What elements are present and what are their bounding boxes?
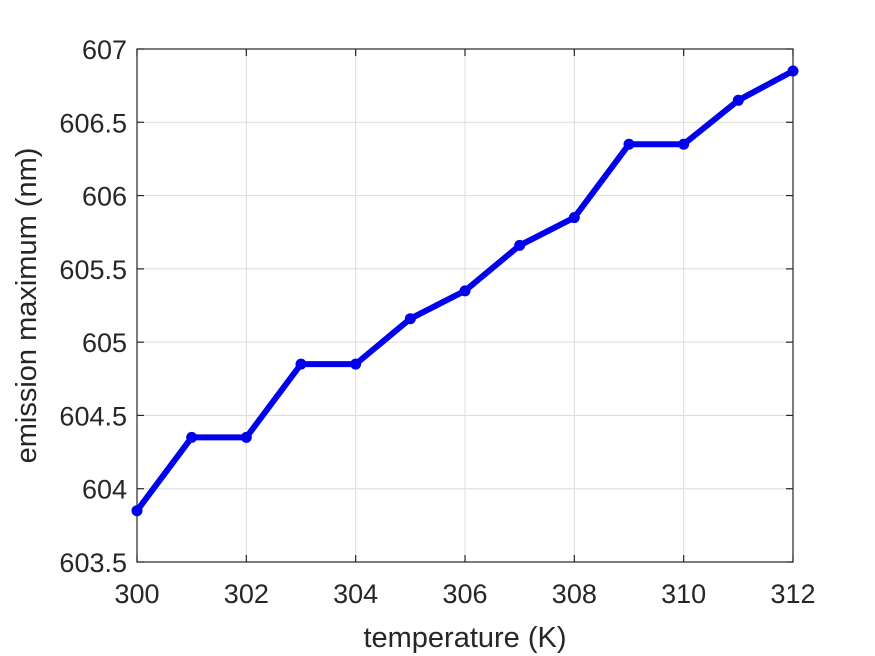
data-point bbox=[459, 285, 471, 297]
data-point bbox=[295, 358, 307, 370]
x-tick-label: 310 bbox=[661, 579, 706, 609]
data-point bbox=[131, 505, 143, 517]
data-point bbox=[514, 239, 526, 251]
x-tick-marks bbox=[136, 49, 794, 562]
y-tick-labels: 603.5 604 604.5 605 605.5 606 606.5 607 bbox=[59, 35, 127, 578]
data-point bbox=[678, 138, 690, 150]
data-point bbox=[350, 358, 362, 370]
data-point bbox=[404, 313, 416, 325]
x-tick-labels: 300 302 304 306 308 310 312 bbox=[114, 579, 815, 609]
x-tick-label: 300 bbox=[114, 579, 159, 609]
data-point bbox=[240, 431, 252, 443]
y-tick-label: 605 bbox=[82, 328, 127, 358]
data-point bbox=[186, 431, 198, 443]
x-gridlines bbox=[245, 49, 685, 562]
data-point bbox=[732, 94, 744, 106]
data-point bbox=[623, 138, 635, 150]
x-tick-label: 312 bbox=[770, 579, 815, 609]
y-gridlines bbox=[137, 121, 793, 490]
data-point bbox=[787, 65, 799, 77]
y-tick-label: 606.5 bbox=[59, 108, 127, 138]
y-tick-label: 605.5 bbox=[59, 255, 127, 285]
y-tick-label: 607 bbox=[82, 35, 127, 65]
x-tick-label: 306 bbox=[442, 579, 487, 609]
y-axis-label: emission maximum (nm) bbox=[11, 148, 43, 464]
x-tick-label: 304 bbox=[333, 579, 378, 609]
y-tick-marks bbox=[137, 48, 793, 563]
data-point bbox=[568, 212, 580, 224]
y-tick-label: 603.5 bbox=[59, 548, 127, 578]
x-tick-label: 308 bbox=[552, 579, 597, 609]
series-layer bbox=[131, 65, 799, 517]
y-tick-label: 604 bbox=[82, 475, 127, 505]
x-tick-label: 302 bbox=[224, 579, 269, 609]
y-tick-label: 604.5 bbox=[59, 401, 127, 431]
x-axis-label: temperature (K) bbox=[363, 622, 566, 654]
y-tick-label: 606 bbox=[82, 182, 127, 212]
